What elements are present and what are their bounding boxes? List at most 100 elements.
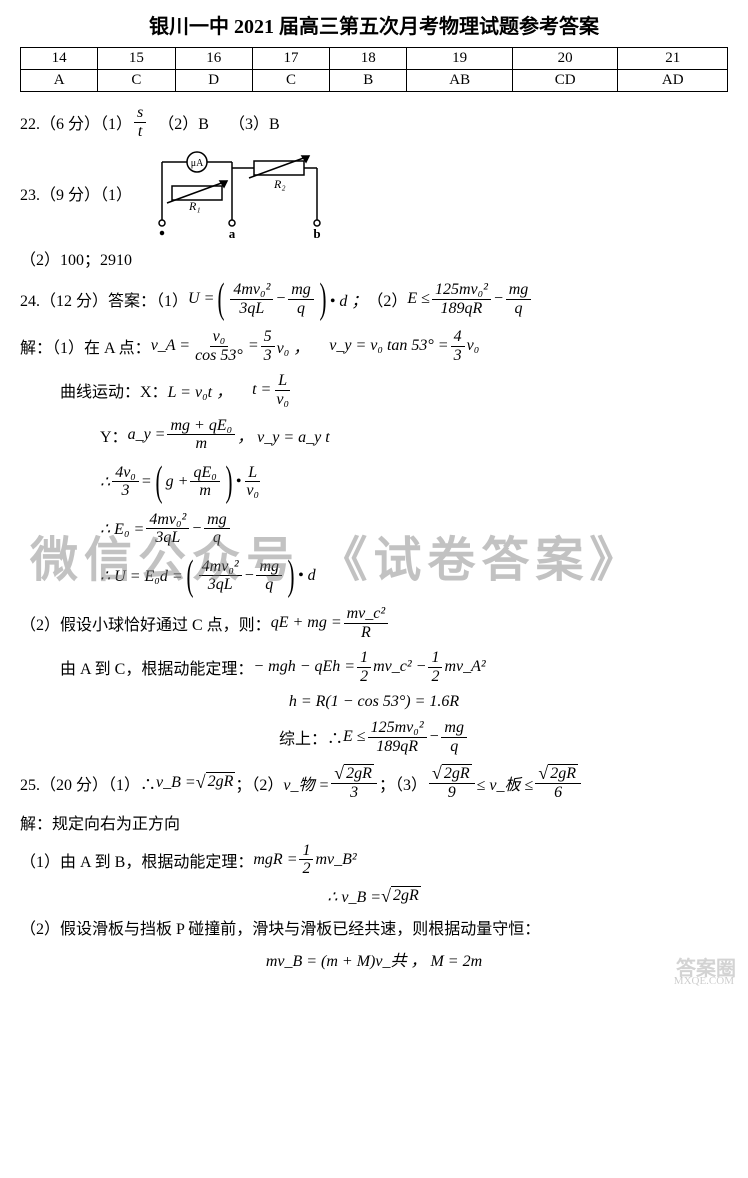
- numerator: mv_c²: [344, 605, 389, 624]
- circuit-diagram: μA R₁ a R₂ b: [142, 148, 332, 238]
- numerator: 4mv₀²: [199, 558, 242, 577]
- q-ans: CD: [512, 70, 618, 92]
- suffix: v₀: [467, 337, 480, 355]
- denominator: q: [262, 576, 276, 594]
- denominator: 3: [347, 784, 361, 802]
- numerator: s: [134, 104, 146, 123]
- denominator: t: [135, 123, 145, 141]
- q-num: 15: [98, 48, 175, 70]
- suffix: mv_c² −: [373, 658, 426, 676]
- lhs: − mgh − qEh =: [253, 658, 355, 676]
- q22-p2: （2）B: [158, 110, 209, 134]
- y-label: Y：: [100, 423, 128, 447]
- numerator: mg: [256, 558, 282, 577]
- vy-lhs: v_y = v₀ tan 53° =: [329, 337, 448, 355]
- denominator: 189qR: [438, 300, 486, 318]
- numerator: 1: [299, 842, 313, 861]
- numerator: 1: [428, 649, 442, 668]
- q24-step3: ∴ U = E₀d = ( 4mv₀²3qL − mgq ) • d: [20, 555, 728, 597]
- denominator: R: [358, 624, 374, 642]
- denominator: m: [196, 482, 214, 500]
- suffix: • d ；: [330, 287, 368, 311]
- numerator: 1: [357, 649, 371, 668]
- numerator: mg: [288, 281, 314, 300]
- p2-pre: ；（2）: [235, 771, 283, 795]
- numerator: L: [245, 464, 260, 483]
- p2-prefix: （2）: [367, 287, 407, 311]
- l-eq: L = v₀t ，: [168, 378, 233, 402]
- q25-p1: （1）由 A 到 B，根据动能定理： mgR = 12 mv_B²: [20, 842, 728, 878]
- terminal-b: b: [313, 226, 320, 238]
- p2-label: （2）假设小球恰好通过 C 点，则：: [20, 611, 271, 635]
- ay-lhs: a_y =: [128, 426, 166, 444]
- q25-prefix: 25.（20 分）（1）∴: [20, 771, 156, 795]
- denominator: 3qL: [236, 300, 267, 318]
- eq: =: [141, 473, 152, 491]
- eq: =: [248, 337, 259, 355]
- numerator: mg: [204, 511, 230, 530]
- u-eq: U =: [188, 290, 214, 308]
- denominator: 2: [299, 860, 313, 878]
- eq: mv_B = (m + M)v_共 ， M = 2m: [266, 947, 482, 971]
- denominator: 3qL: [152, 529, 183, 547]
- denominator: q: [447, 738, 461, 756]
- numerator: qE₀: [190, 464, 219, 483]
- answer-key-table: 14 15 16 17 18 19 20 21 A C D C B AB CD …: [20, 47, 728, 92]
- q-ans: C: [98, 70, 175, 92]
- meter-label: μA: [191, 158, 204, 169]
- numerator: v₀: [210, 328, 229, 347]
- q24-step2: ∴ E₀ = 4mv₀²3qL − mgq: [20, 511, 728, 547]
- terminal-a: a: [229, 226, 236, 238]
- q22-prefix: 22.（6 分）（1）: [20, 110, 132, 134]
- table-row: A C D C B AB CD AD: [21, 70, 728, 92]
- denominator: cos 53°: [192, 347, 246, 365]
- denominator: v₀: [273, 391, 292, 409]
- q-ans: D: [175, 70, 252, 92]
- minus: −: [244, 567, 255, 585]
- sqrt-body: 2gR: [344, 764, 374, 783]
- numerator: mg + qE₀: [167, 417, 235, 436]
- denominator: m: [193, 435, 211, 453]
- table-row: 14 15 16 17 18 19 20 21: [21, 48, 728, 70]
- numerator: 4v₀: [112, 464, 139, 483]
- h-eq: h = R(1 − cos 53°) = 1.6R: [289, 693, 459, 711]
- curve-label: 曲线运动：X：: [60, 378, 168, 402]
- denominator: 3: [451, 347, 465, 365]
- frac-s-t: s t: [134, 104, 146, 140]
- page-title: 银川一中 2021 届高三第五次月考物理试题参考答案: [20, 10, 728, 39]
- suffix: v₀ ，: [277, 334, 310, 358]
- inner: g +: [166, 473, 189, 491]
- q24-header: 24.（12 分）答案：（1） U = ( 4mv₀²3qL − mgq ) •…: [20, 278, 728, 320]
- vwu-lhs: v_物 =: [283, 771, 329, 795]
- pre: ∴ U = E₀d =: [100, 566, 183, 586]
- denominator: v₀: [243, 482, 262, 500]
- denominator: 9: [445, 784, 459, 802]
- q-ans: A: [21, 70, 98, 92]
- q-ans: B: [330, 70, 407, 92]
- sqrt-body: 2gR: [442, 764, 472, 783]
- numerator: 5: [261, 328, 275, 347]
- q25-p1-res: ∴ v_B = √2gR: [20, 886, 728, 907]
- ac-label: 由 A 到 C，根据动能定理：: [60, 655, 253, 679]
- bullet: •: [236, 473, 242, 491]
- paren-group: ( 4mv₀²3qL − mgq ): [214, 278, 329, 320]
- denominator: 189qR: [373, 738, 421, 756]
- denominator: 3qL: [205, 576, 236, 594]
- q23-line2: （2）100；2910: [20, 246, 728, 270]
- sol-tag: 解：（1）在 A 点：: [20, 334, 151, 358]
- lhs: qE + mg =: [271, 614, 342, 632]
- q-ans: C: [252, 70, 329, 92]
- q-num: 21: [618, 48, 728, 70]
- q-num: 18: [330, 48, 407, 70]
- suffix: mv_A²: [444, 658, 485, 676]
- lhs: E ≤: [343, 728, 366, 746]
- e-ineq: E ≤: [407, 290, 430, 308]
- q23-line1: 23.（9 分）（1） μA R₁ a R₂ b: [20, 148, 728, 238]
- q25-sol: 解：规定向右为正方向: [20, 810, 728, 834]
- numerator: mg: [506, 281, 532, 300]
- numerator: 4mv₀²: [146, 511, 189, 530]
- mid: ≤ v_板 ≤: [477, 771, 534, 795]
- q-num: 14: [21, 48, 98, 70]
- numerator: L: [275, 372, 290, 391]
- q24-curve-y: Y： a_y = mg + qE₀m ， v_y = a_y t: [20, 417, 728, 453]
